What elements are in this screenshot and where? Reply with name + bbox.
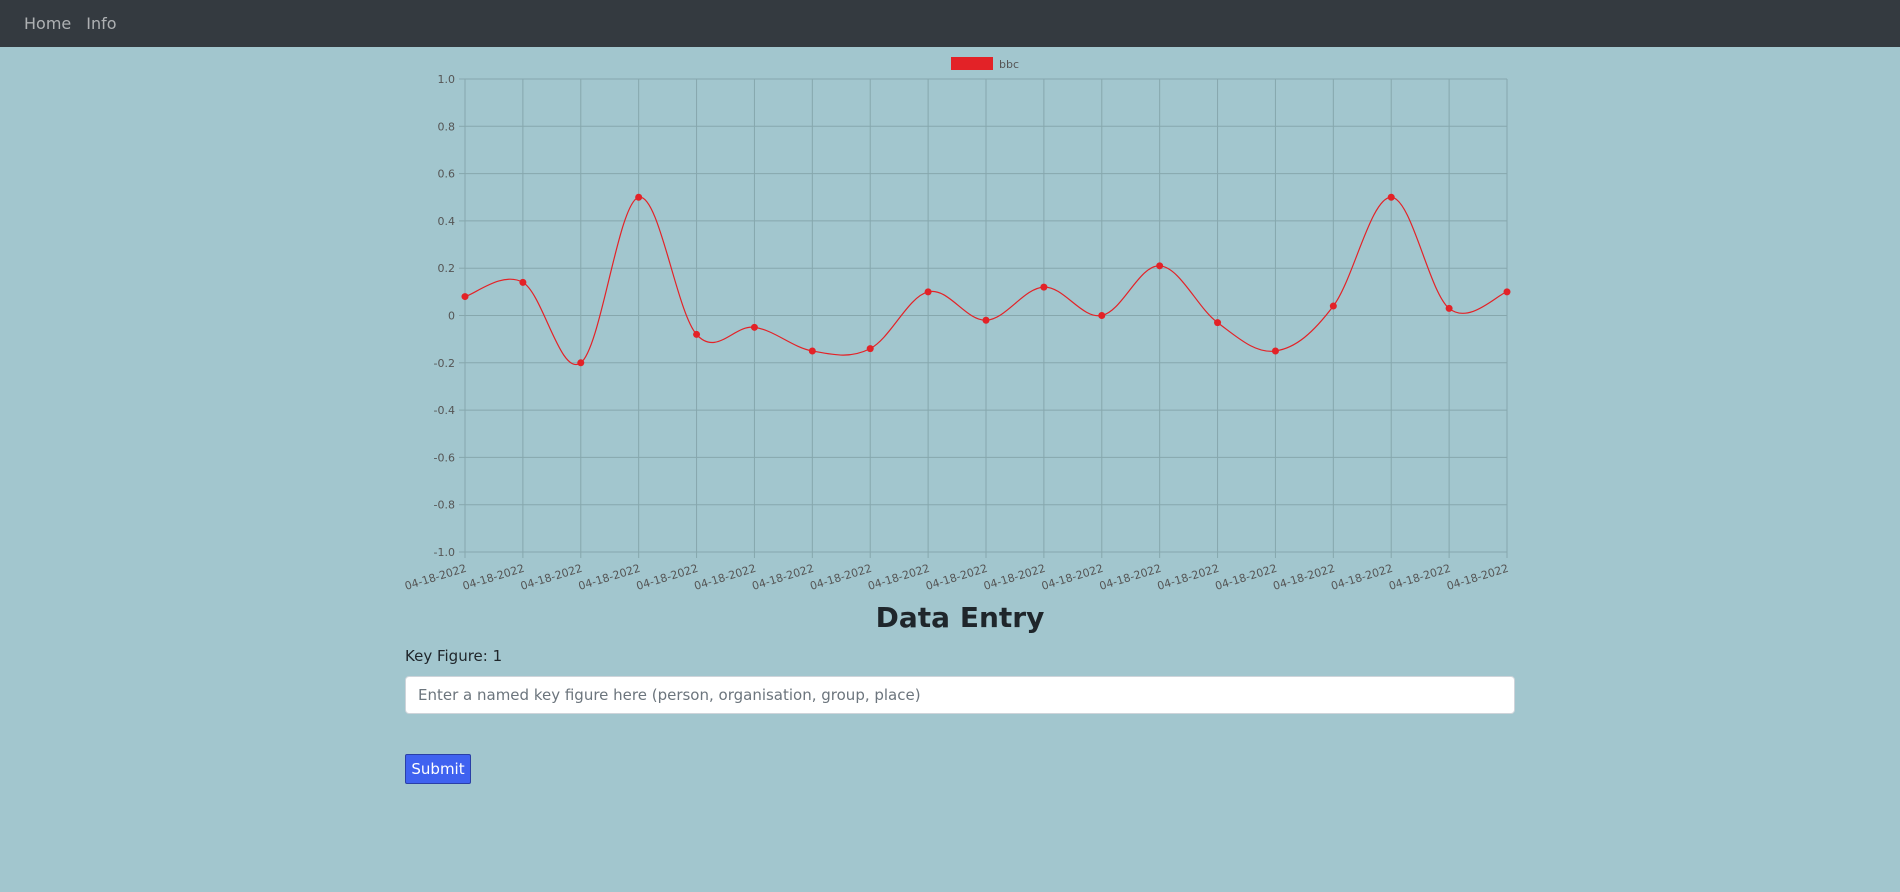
x-tick-label: 04-18-2022	[866, 562, 931, 593]
data-point	[1098, 312, 1106, 319]
y-tick-label: 0.6	[438, 168, 456, 181]
x-tick-label: 04-18-2022	[577, 562, 642, 593]
x-tick-label: 04-18-2022	[461, 562, 526, 593]
data-point	[1271, 347, 1279, 355]
data-point	[519, 278, 527, 286]
nav-info-link[interactable]: Info	[86, 14, 117, 33]
sentiment-chart: 1.0 0.8 0.6 0.4 0.2 0 -0.2 -0.4 -0.6 -0.8 -1.0 04-1…	[400, 50, 1520, 600]
data-point	[1040, 283, 1048, 291]
x-tick-label: 04-18-2022	[1214, 562, 1279, 593]
y-tick-label: -0.4	[434, 404, 455, 417]
y-tick-label: 1.0	[438, 73, 456, 86]
y-tick-label: 0	[448, 310, 455, 323]
data-point	[1156, 262, 1164, 270]
data-point	[982, 316, 990, 324]
data-point	[461, 293, 469, 301]
data-point	[635, 193, 643, 201]
data-point	[1329, 302, 1337, 310]
page-title: Data Entry	[875, 601, 1045, 634]
x-tick-label: 04-18-2022	[1272, 562, 1337, 593]
line-chart: 1.0 0.8 0.6 0.4 0.2 0 -0.2 -0.4 -0.6 -0.8 -1.0 04-1…	[403, 57, 1511, 593]
data-point	[1387, 193, 1395, 201]
x-tick-label: 04-18-2022	[1445, 562, 1510, 593]
data-point	[866, 345, 874, 353]
data-point	[1214, 319, 1222, 327]
y-tick-label: -1.0	[434, 546, 455, 559]
x-tick-label: 04-18-2022	[635, 562, 700, 593]
data-point	[808, 347, 816, 355]
x-tick-label: 04-18-2022	[751, 562, 816, 593]
data-point	[1503, 288, 1511, 296]
x-tick-label: 04-18-2022	[1040, 562, 1105, 593]
data-point	[577, 359, 585, 367]
x-tick-label: 04-18-2022	[808, 562, 873, 593]
y-tick-label: -0.8	[434, 499, 455, 512]
y-tick-label: -0.6	[434, 451, 455, 464]
x-tick-label: 04-18-2022	[982, 562, 1047, 593]
x-tick-label: 04-18-2022	[693, 562, 758, 593]
key-figure-label: Key Figure: 1	[405, 647, 503, 665]
x-tick-label: 04-18-2022	[1098, 562, 1163, 593]
y-tick-label: 0.8	[438, 120, 456, 133]
legend-swatch	[951, 57, 993, 70]
y-tick-label: -0.2	[434, 357, 455, 370]
nav-home-link[interactable]: Home	[24, 14, 72, 33]
y-tick-label: 0.2	[438, 262, 456, 275]
submit-button[interactable]: Submit	[405, 754, 471, 784]
data-point	[1445, 304, 1453, 312]
key-figure-input[interactable]	[405, 676, 1515, 714]
x-tick-label: 04-18-2022	[403, 562, 468, 593]
x-tick-label: 04-18-2022	[1329, 562, 1394, 593]
data-point	[693, 330, 701, 338]
legend-label: bbc	[999, 58, 1019, 71]
x-tick-label: 04-18-2022	[519, 562, 584, 593]
data-point	[924, 288, 932, 296]
y-tick-label: 0.4	[438, 215, 456, 228]
top-navbar: Home Info	[0, 0, 1900, 47]
x-tick-label: 04-18-2022	[924, 562, 989, 593]
series-line	[464, 196, 1508, 366]
data-point	[750, 323, 758, 331]
x-tick-label: 04-18-2022	[1387, 562, 1452, 593]
x-tick-label: 04-18-2022	[1156, 562, 1221, 593]
